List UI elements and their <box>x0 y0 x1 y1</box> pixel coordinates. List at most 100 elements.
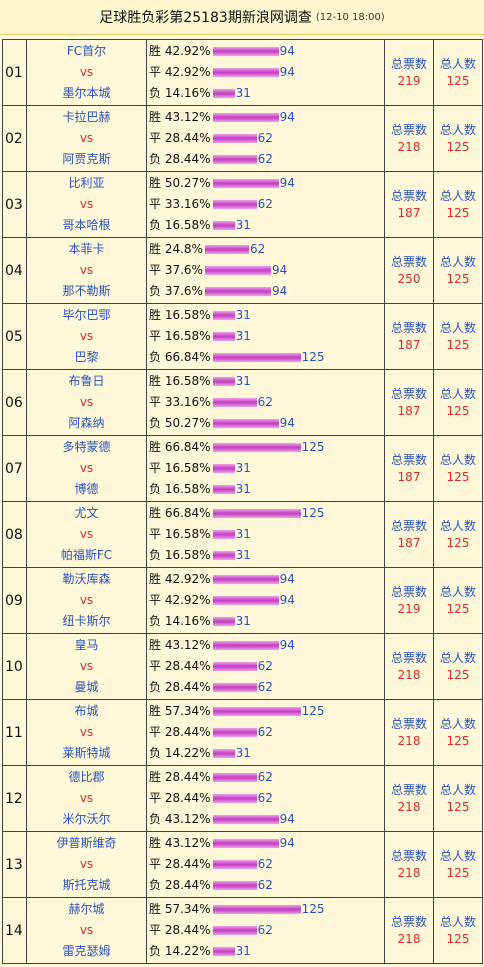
vote-bar <box>212 728 257 737</box>
vote-bar-row: 负 16.58% 31 <box>147 545 384 566</box>
away-team-link[interactable]: 阿贾克斯 <box>62 152 111 166</box>
vote-outcome-label: 负 28.44% <box>149 878 211 892</box>
total-tickets-label: 总票数 <box>390 716 427 731</box>
vote-bars-cell: 胜 57.34% 125 平 28.44% 62 负 14.22% 31 <box>146 897 385 964</box>
vote-bar-row: 平 28.44% 62 <box>147 920 384 941</box>
teams-cell: 卡拉巴赫 vs 阿贾克斯 <box>26 105 147 172</box>
vote-outcome-label: 胜 43.12% <box>149 638 211 652</box>
home-team-link[interactable]: 毕尔巴鄂 <box>62 308 111 322</box>
vote-count: 31 <box>235 482 251 496</box>
vote-count: 94 <box>279 638 295 652</box>
total-people-label: 总人数 <box>439 650 476 665</box>
vote-count: 31 <box>235 329 251 343</box>
total-tickets-cell: 总票数 219 <box>384 567 434 634</box>
vote-outcome-label: 负 14.22% <box>149 746 211 760</box>
home-team-link[interactable]: 比利亚 <box>68 176 105 190</box>
vote-bar <box>212 200 257 209</box>
vote-bars-cell: 胜 66.84% 125 平 16.58% 31 负 16.58% 31 <box>146 501 385 568</box>
home-team-link[interactable]: 皇马 <box>74 638 99 652</box>
total-people-cell: 总人数 125 <box>433 435 483 502</box>
vote-count: 31 <box>235 86 251 100</box>
total-tickets-label: 总票数 <box>390 914 427 929</box>
vote-bar-row: 平 28.44% 62 <box>147 656 384 677</box>
home-team-link[interactable]: 多特蒙德 <box>62 440 111 454</box>
vote-outcome-label: 负 16.58% <box>149 548 211 562</box>
vote-outcome-label: 负 16.58% <box>149 218 211 232</box>
away-team-link[interactable]: 纽卡斯尔 <box>62 614 111 628</box>
match-row: 12 德比郡 vs 米尔沃尔 胜 28.44% 62 平 28.44% 62 负… <box>2 765 483 832</box>
total-people-label: 总人数 <box>439 914 476 929</box>
away-team-link[interactable]: 曼城 <box>74 680 99 694</box>
vote-count: 125 <box>301 350 325 364</box>
total-people-label: 总人数 <box>439 254 476 269</box>
match-row: 02 卡拉巴赫 vs 阿贾克斯 胜 43.12% 94 平 28.44% 62 … <box>2 105 483 172</box>
total-people-cell: 总人数 125 <box>433 633 483 700</box>
vote-outcome-label: 胜 42.92% <box>149 44 211 58</box>
vote-bars-cell: 胜 50.27% 94 平 33.16% 62 负 16.58% 31 <box>146 171 385 238</box>
total-tickets-value: 219 <box>397 73 421 88</box>
vote-outcome-label: 胜 28.44% <box>149 770 211 784</box>
vote-count: 62 <box>257 659 273 673</box>
away-team-link[interactable]: 那不勒斯 <box>62 284 111 298</box>
away-team-link[interactable]: 哥本哈根 <box>62 218 111 232</box>
vote-bar <box>212 794 257 803</box>
home-team-link[interactable]: 卡拉巴赫 <box>62 110 111 124</box>
vote-outcome-label: 平 33.16% <box>149 395 211 409</box>
total-people-cell: 总人数 125 <box>433 765 483 832</box>
vote-bar <box>204 287 271 296</box>
total-people-label: 总人数 <box>439 122 476 137</box>
away-team-link[interactable]: 博德 <box>74 482 99 496</box>
vote-outcome-label: 平 42.92% <box>149 593 211 607</box>
away-team-link[interactable]: 阿森纳 <box>68 416 105 430</box>
total-tickets-label: 总票数 <box>390 386 427 401</box>
vote-bars-cell: 胜 16.58% 31 平 33.16% 62 负 50.27% 94 <box>146 369 385 436</box>
vote-outcome-label: 平 28.44% <box>149 725 211 739</box>
total-tickets-cell: 总票数 218 <box>384 831 434 898</box>
home-team-link[interactable]: 布鲁日 <box>68 374 105 388</box>
match-number: 14 <box>2 897 27 964</box>
home-team-link[interactable]: 赫尔城 <box>68 902 105 916</box>
total-people-cell: 总人数 125 <box>433 831 483 898</box>
total-people-value: 125 <box>446 601 470 616</box>
vote-count: 62 <box>257 770 273 784</box>
home-team-link[interactable]: FC首尔 <box>66 44 107 58</box>
home-team-link[interactable]: 本菲卡 <box>68 242 105 256</box>
total-people-label: 总人数 <box>439 518 476 533</box>
vote-outcome-label: 胜 43.12% <box>149 110 211 124</box>
home-team-link[interactable]: 尤文 <box>74 506 99 520</box>
vote-bar-row: 平 37.6% 94 <box>147 260 384 281</box>
vote-bar <box>212 815 279 824</box>
vote-count: 31 <box>235 461 251 475</box>
total-people-value: 125 <box>446 469 470 484</box>
away-team-link[interactable]: 雷克瑟姆 <box>62 944 111 958</box>
vote-count: 125 <box>301 440 325 454</box>
vote-count: 125 <box>301 704 325 718</box>
vote-bar-row: 负 16.58% 31 <box>147 215 384 236</box>
vote-count: 62 <box>257 395 273 409</box>
total-people-label: 总人数 <box>439 782 476 797</box>
away-team-link[interactable]: 斯托克城 <box>62 878 111 892</box>
away-team-link[interactable]: 米尔沃尔 <box>62 812 111 826</box>
vote-outcome-label: 胜 50.27% <box>149 176 211 190</box>
home-team-link[interactable]: 德比郡 <box>68 770 105 784</box>
home-team-link[interactable]: 布城 <box>74 704 99 718</box>
away-team-link[interactable]: 巴黎 <box>74 350 99 364</box>
vote-bar <box>212 485 235 494</box>
away-team-link[interactable]: 帕福斯FC <box>60 548 113 562</box>
vote-bar-row: 平 28.44% 62 <box>147 128 384 149</box>
vote-outcome-label: 负 28.44% <box>149 680 211 694</box>
vote-bar-row: 胜 16.58% 31 <box>147 371 384 392</box>
vote-outcome-label: 胜 42.92% <box>149 572 211 586</box>
match-number: 04 <box>2 237 27 304</box>
home-team-link[interactable]: 勒沃库森 <box>62 572 111 586</box>
match-number: 02 <box>2 105 27 172</box>
away-team-link[interactable]: 墨尔本城 <box>62 86 111 100</box>
vote-count: 62 <box>257 791 273 805</box>
vote-bar <box>212 749 235 758</box>
away-team-link[interactable]: 莱斯特城 <box>62 746 111 760</box>
vote-outcome-label: 平 33.16% <box>149 197 211 211</box>
match-number: 09 <box>2 567 27 634</box>
vote-bars-cell: 胜 66.84% 125 平 16.58% 31 负 16.58% 31 <box>146 435 385 502</box>
home-team-link[interactable]: 伊普斯维奇 <box>56 836 117 850</box>
vote-bar <box>212 155 257 164</box>
